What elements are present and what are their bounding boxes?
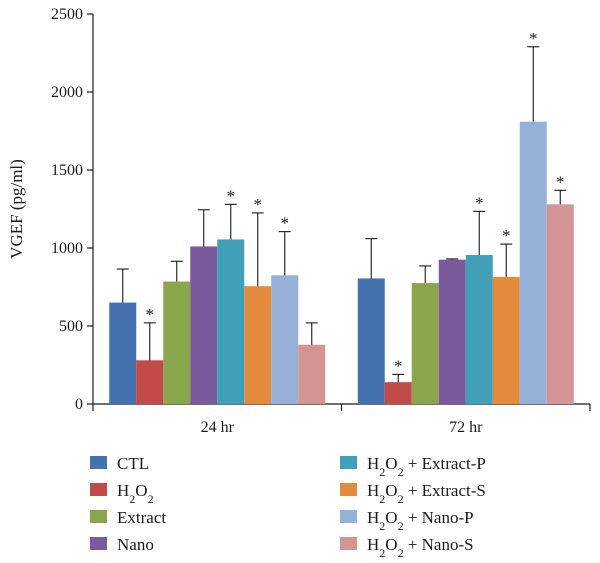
bar [546,204,574,404]
significance-mark: * [146,305,155,324]
y-tick-label: 1000 [51,240,83,257]
legend-swatch [340,456,357,469]
x-category-label: 72 hr [449,419,483,436]
bar [244,286,272,404]
legend-swatch [90,510,107,523]
legend-entry: Nano [117,535,154,554]
bar [357,278,385,404]
x-category-label: 24 hr [201,419,235,436]
significance-mark: * [227,186,236,205]
legend-swatch [90,483,107,496]
bar [492,276,520,404]
legend-swatch [340,537,357,550]
significance-mark: * [475,193,484,212]
legend-entry: H2O2 [117,481,154,506]
legend-entry: H2O2 + Extract-S [367,481,486,506]
plot-area: 0 500 1000 1500 2000 2500 VGEF (pg/ml) 24 hr * * *… [7,6,591,436]
bar [465,255,493,404]
y-tick-label: 500 [59,318,83,335]
legend-swatch [90,537,107,550]
y-tick-label: 2000 [51,84,83,101]
legend-entry: CTL [117,454,149,473]
bar [163,281,191,404]
legend-entry: H2O2 + Nano-P [367,508,474,533]
y-tick-label: 0 [75,396,83,413]
significance-mark: * [502,226,511,245]
bar [298,344,326,404]
bar [519,121,547,404]
bar [384,382,412,404]
bar [136,360,164,404]
y-axis-title: VGEF (pg/ml) [7,159,26,259]
significance-mark: * [281,214,290,233]
legend-entry: H2O2 + Extract-P [367,454,486,479]
bar [190,246,218,404]
legend-swatch [90,456,107,469]
significance-mark: * [254,195,263,214]
legend-swatch [340,510,357,523]
bar [411,283,439,404]
bar [109,302,137,404]
bar [217,239,245,404]
bar [271,275,299,404]
legend-entry: Extract [117,508,166,527]
significance-mark: * [529,29,538,48]
legend-swatch [340,483,357,496]
y-tick-label: 1500 [51,162,83,179]
significance-mark: * [394,356,403,375]
bar [438,259,466,404]
legend-entry: H2O2 + Nano-S [367,535,474,560]
significance-mark: * [556,172,565,191]
y-tick-label: 2500 [51,6,83,23]
